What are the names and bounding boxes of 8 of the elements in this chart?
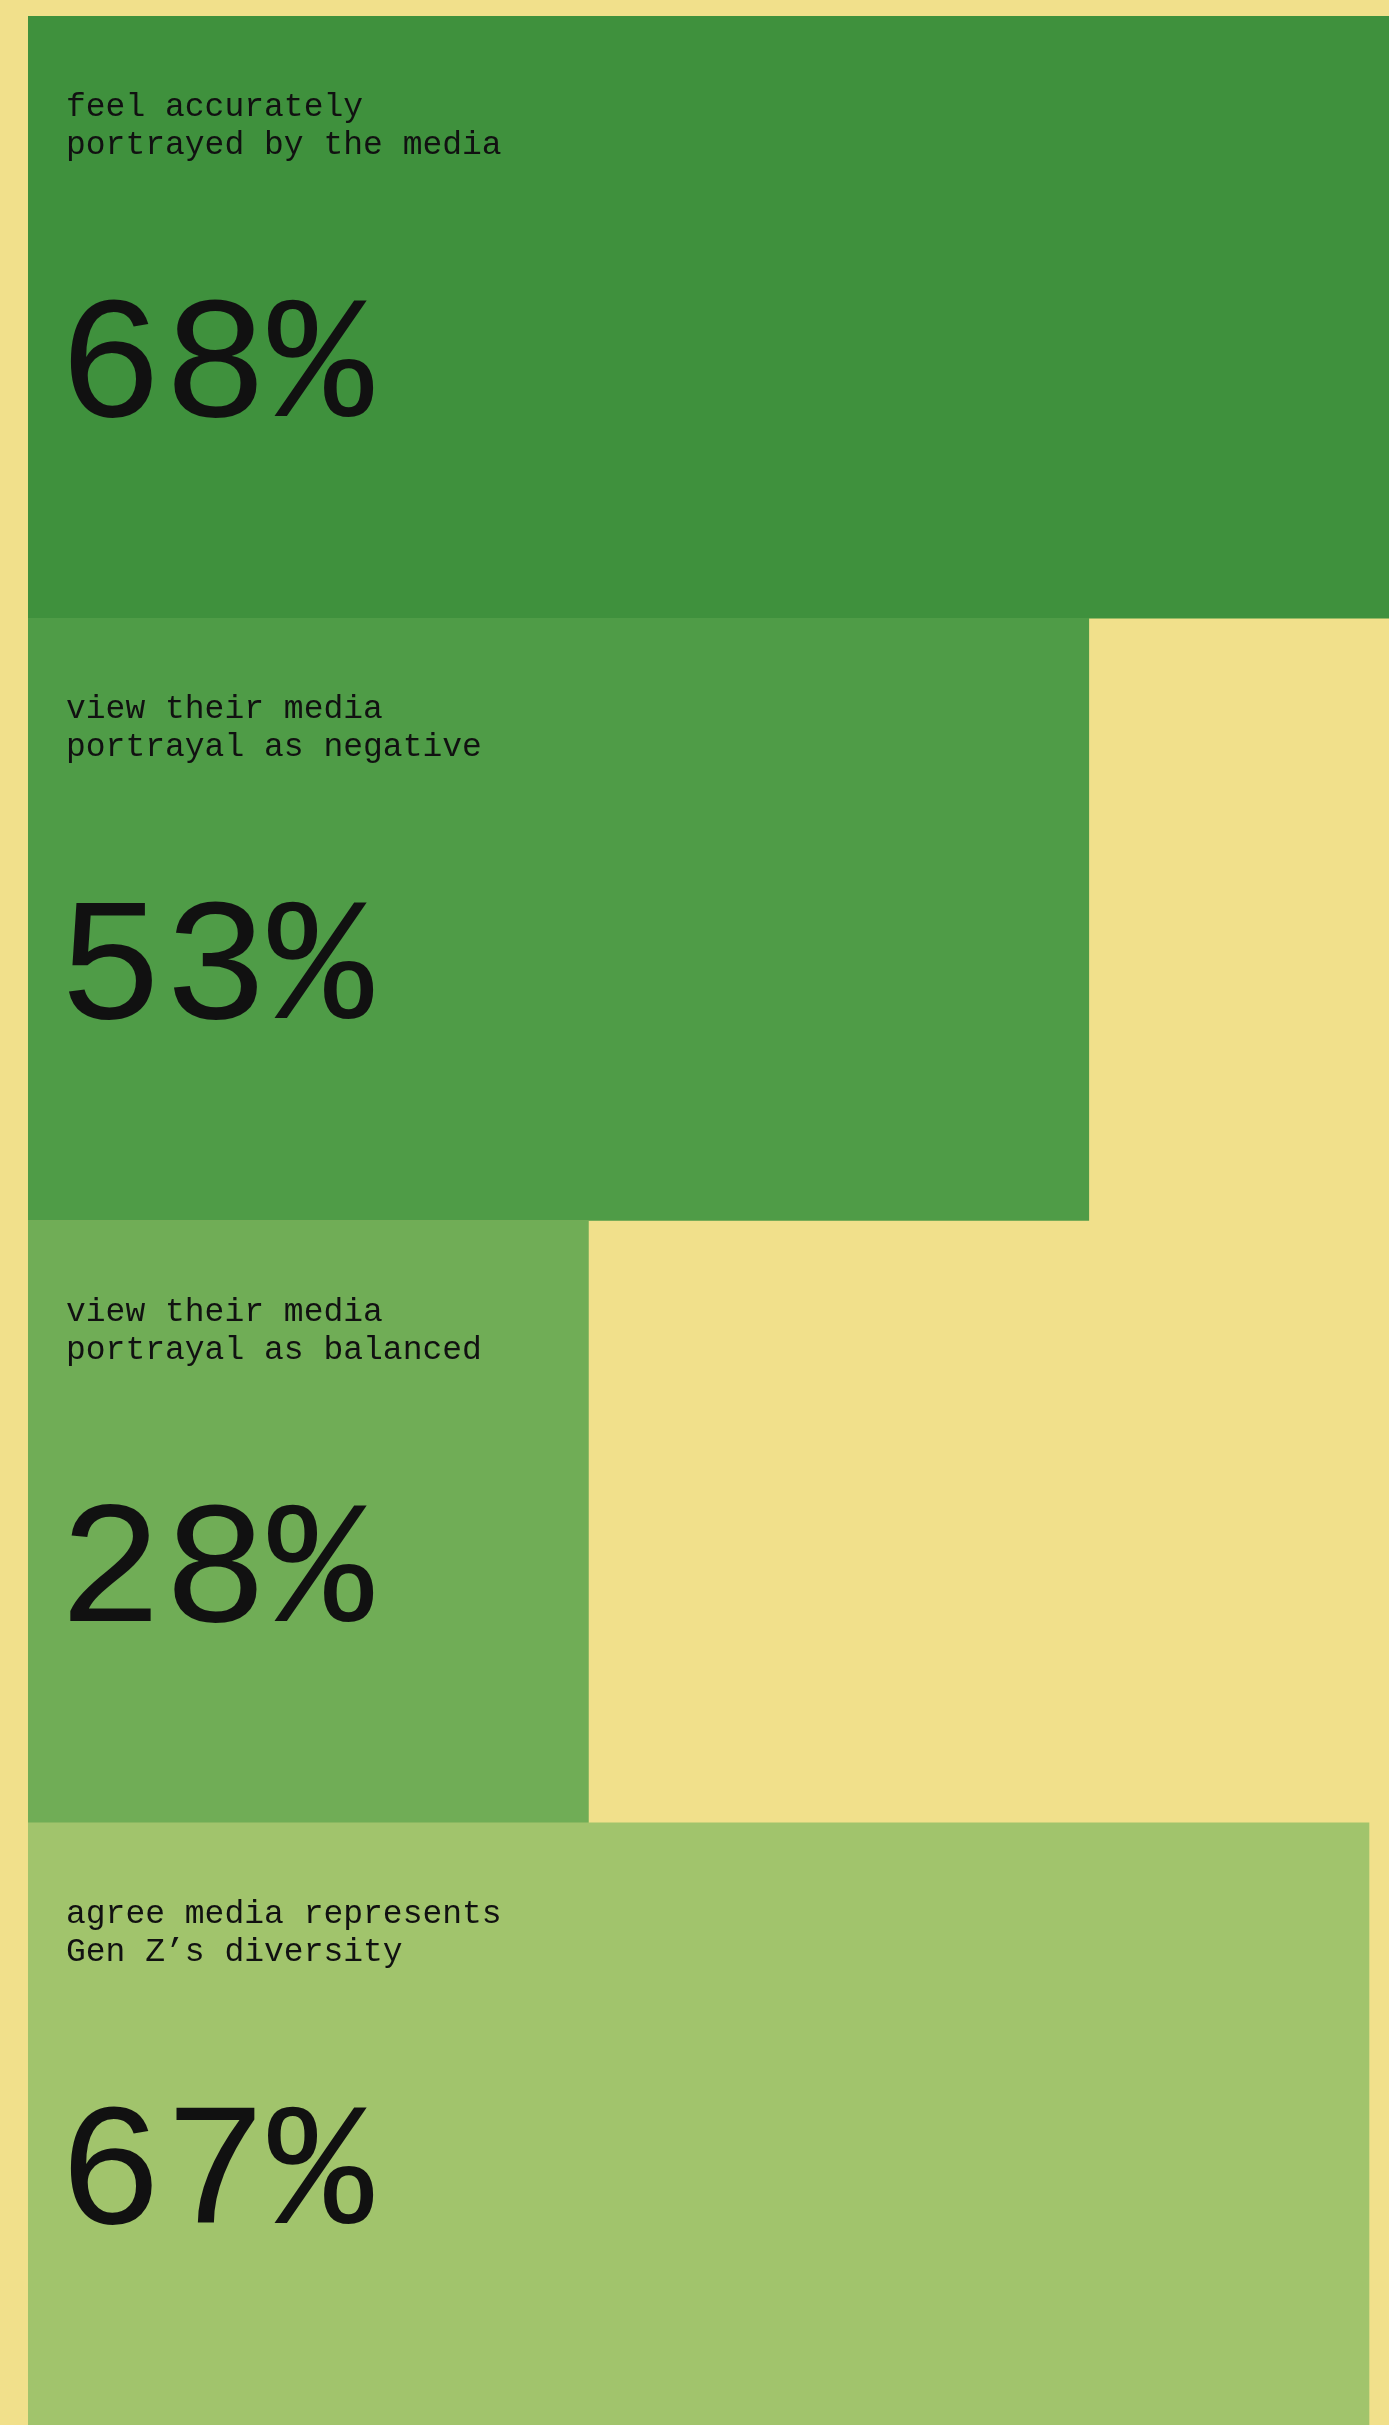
- y-tick-label: feel accurately portrayed by the media: [66, 89, 502, 164]
- y-tick-label: agree media represents Gen Z’s diversity: [66, 1895, 502, 1971]
- data-label: 53%: [58, 872, 375, 1072]
- data-label: 67%: [58, 2076, 375, 2276]
- y-tick-label: view their media portrayal as balanced: [66, 1293, 482, 1369]
- data-label: 28%: [58, 1474, 375, 1674]
- data-label: 68%: [58, 270, 375, 469]
- y-tick-label: view their media portrayal as negative: [66, 691, 482, 767]
